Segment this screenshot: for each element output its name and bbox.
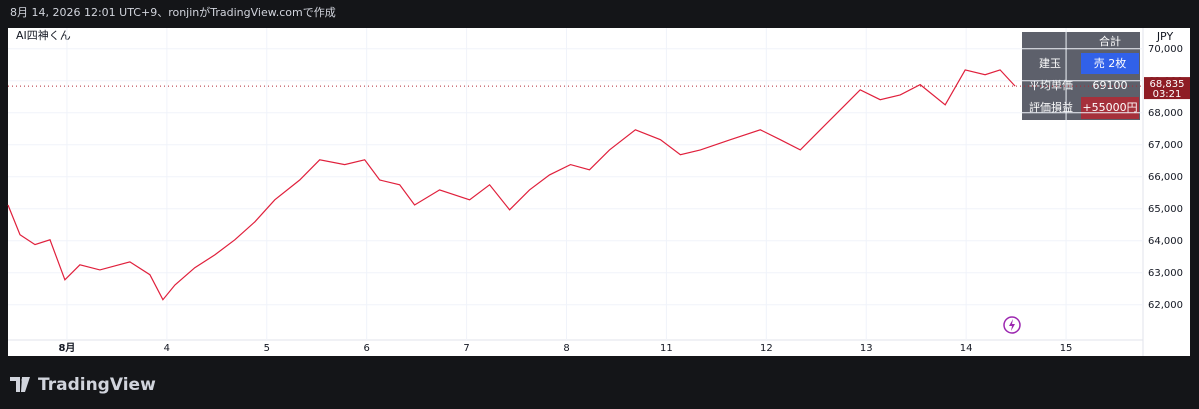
table-cell: 評価損益 — [1029, 100, 1073, 114]
table-cell: 69100 — [1093, 79, 1128, 92]
table-cell: +55000円 — [1082, 101, 1137, 114]
caption: 8月 14, 2026 12:01 UTC+9、ronjinがTradingVi… — [10, 5, 336, 19]
x-tick-label: 5 — [264, 343, 270, 354]
y-tick-label: 65,000 — [1148, 204, 1183, 215]
y-tick-label: 70,000 — [1148, 44, 1183, 55]
y-tick-label: 68,000 — [1148, 108, 1183, 119]
x-tick-label: 14 — [960, 343, 973, 354]
x-tick-label: 15 — [1060, 343, 1073, 354]
table-cell: 建玉 — [1039, 56, 1061, 70]
logo-dot — [21, 377, 27, 383]
y-tick-label: 64,000 — [1148, 236, 1183, 247]
x-tick-label: 7 — [463, 343, 469, 354]
x-tick-label: 12 — [760, 343, 773, 354]
x-tick-label: 4 — [164, 343, 170, 354]
table-cell: 売 2枚 — [1094, 56, 1127, 70]
x-tick-label: 11 — [660, 343, 673, 354]
logo: TradingView — [10, 375, 156, 395]
alert-icon[interactable] — [1003, 316, 1021, 334]
y-tick-label: 66,000 — [1148, 172, 1183, 183]
x-tick-label: 8月 — [58, 342, 75, 354]
table-header: 合計 — [1099, 34, 1121, 48]
alert-bolt — [1009, 319, 1015, 331]
cell-bg — [1081, 97, 1139, 119]
last-price-label: 68,835 — [1150, 79, 1185, 90]
chart-panel — [8, 28, 1190, 356]
countdown: 03:21 — [1153, 89, 1182, 100]
y-tick-label: 67,000 — [1148, 140, 1183, 151]
y-tick-label: 63,000 — [1148, 268, 1183, 279]
currency: JPY — [1156, 30, 1174, 43]
position-table: 合計 建玉 売 2枚 平均単価 69100 評価損益 +55000円 — [1022, 32, 1140, 120]
x-tick-label: 8 — [563, 343, 569, 354]
y-tick-label: 62,000 — [1148, 300, 1183, 311]
x-tick-label: 6 — [363, 343, 369, 354]
logo-mark — [10, 377, 30, 392]
indicator-name: AI四神くん — [16, 28, 71, 42]
price-line — [7, 69, 1016, 301]
table-cell: 平均単価 — [1029, 78, 1073, 92]
x-tick-label: 13 — [860, 343, 873, 354]
logo-text: TradingView — [38, 375, 156, 395]
cell-bg — [1081, 53, 1139, 74]
last-price-box — [1144, 77, 1190, 100]
